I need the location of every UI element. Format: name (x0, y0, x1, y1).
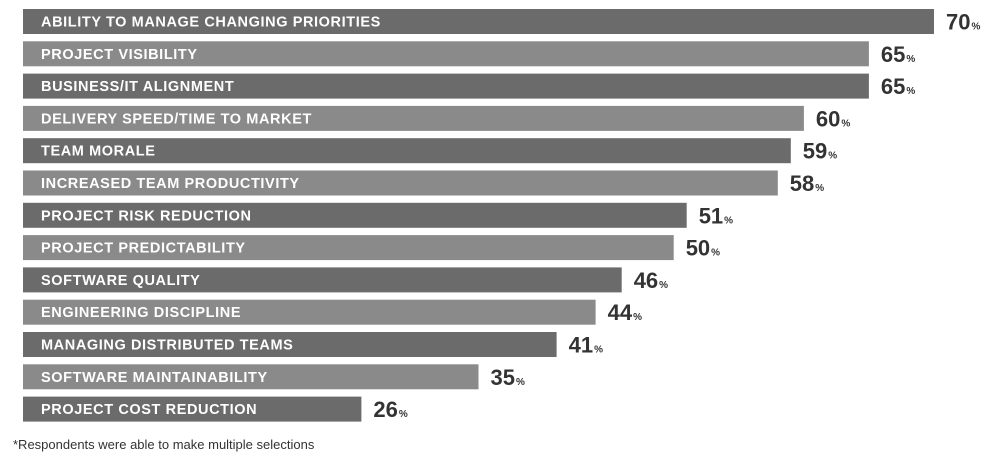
bar (23, 396, 362, 422)
bar (23, 105, 804, 131)
bar (23, 332, 557, 357)
bar (23, 299, 596, 325)
bar-category-label: MANAGING DISTRIBUTED TEAMS (41, 338, 293, 354)
footnote: *Respondents were able to make multiple … (13, 437, 315, 452)
bar-category-label: TEAM MORALE (41, 144, 156, 160)
bar-value-label: 35% (491, 365, 525, 390)
bar-value-label: 65% (881, 42, 915, 67)
bar-category-label: ABILITY TO MANAGE CHANGING PRIORITIES (41, 15, 381, 31)
bar-value-label: 60% (816, 106, 850, 131)
bar (23, 202, 687, 228)
bar (23, 9, 934, 34)
bar-value-label: 59% (803, 139, 837, 164)
bar (23, 41, 869, 67)
bar (23, 138, 791, 164)
bar-value-label: 41% (569, 333, 603, 358)
bar-category-label: BUSINESS/IT ALIGNMENT (41, 79, 234, 95)
bar (23, 73, 869, 99)
bar-category-label: INCREASED TEAM PRODUCTIVITY (41, 176, 300, 192)
bar-chart: ABILITY TO MANAGE CHANGING PRIORITIES 70%… (23, 9, 980, 422)
bar-value-label: 65% (881, 74, 915, 99)
bar-value-label: 50% (686, 236, 720, 261)
bar-value-label: 70% (946, 10, 980, 35)
bar-value-label: 46% (634, 268, 668, 293)
bar-value-label: 51% (699, 203, 733, 228)
bar (23, 235, 674, 261)
bar-category-label: PROJECT PREDICTABILITY (41, 241, 246, 257)
bar-value-label: 26% (373, 397, 407, 422)
bar-category-label: PROJECT RISK REDUCTION (41, 208, 252, 224)
bar (23, 170, 778, 196)
bar-category-label: ENGINEERING DISCIPLINE (41, 305, 241, 321)
bar-category-label: PROJECT COST REDUCTION (41, 402, 257, 418)
bar-value-label: 44% (608, 300, 642, 325)
bar (23, 267, 622, 293)
bar (23, 364, 479, 390)
bar-category-label: DELIVERY SPEED/TIME TO MARKET (41, 111, 312, 127)
bar-category-label: SOFTWARE QUALITY (41, 273, 200, 289)
bar-category-label: PROJECT VISIBILITY (41, 47, 198, 63)
bar-category-label: SOFTWARE MAINTAINABILITY (41, 370, 268, 386)
bar-value-label: 58% (790, 171, 824, 196)
